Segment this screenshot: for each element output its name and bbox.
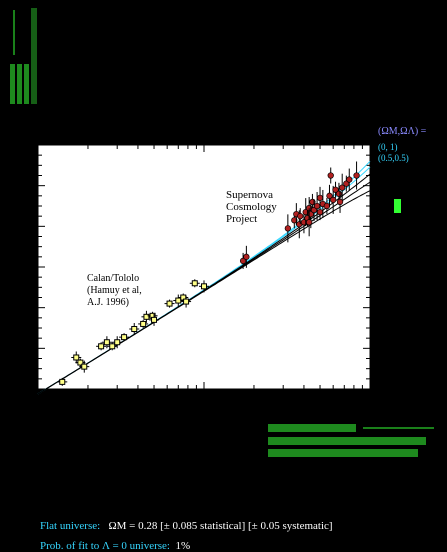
annotation-scp-1: Supernova: [226, 189, 273, 201]
probability-result: Prob. of fit to Λ = 0 universe: 1%: [40, 540, 190, 552]
calan-point: [109, 343, 116, 350]
probability-value: 1%: [175, 540, 191, 552]
scp-point: [313, 202, 321, 210]
scp-point: [306, 219, 313, 226]
y-tick-label: 26: [21, 140, 33, 152]
calan-point: [175, 297, 182, 304]
calan-point: [81, 363, 88, 370]
lambda-zero-label: Λ = 0: [422, 197, 433, 220]
lambda-zero-marker: [394, 199, 401, 213]
scp-point: [346, 176, 353, 183]
axis-ticks: 0.02 0.05 0.1 0.2 0.5 1.0 14 16 18 20 22 24 26: [21, 140, 376, 408]
model-label: (0, 0): [424, 164, 444, 174]
annotation-scp-3: Project: [226, 213, 257, 225]
calan-point: [151, 316, 158, 323]
calan-point: [114, 339, 121, 346]
y-tick-label: 20: [21, 262, 33, 274]
annotation-calan-3: A.J. 1996): [87, 297, 129, 308]
models-header: (ΩM,ΩΛ) =: [378, 126, 427, 137]
scp-point: [297, 213, 304, 220]
y-tick-label: 22: [21, 221, 32, 233]
calan-point: [121, 334, 128, 341]
x-tick-label: 0.2: [248, 397, 261, 408]
scp-point: [353, 172, 360, 179]
calan-point: [98, 343, 105, 350]
annotation-scp-2: Cosmology: [226, 201, 277, 213]
scp-point: [335, 190, 343, 197]
x-axis-label: redshift z: [170, 420, 215, 434]
scp-point: [336, 198, 344, 206]
scp-point: [339, 184, 346, 191]
x-tick-label: 0.02: [79, 397, 97, 408]
calan-point: [131, 326, 138, 333]
fit-value: ΩM = 0.28 [± 0.085 statistical] [± 0.05 …: [108, 520, 333, 532]
y-tick-label: 18: [21, 303, 33, 315]
decorative-strips: [10, 8, 37, 104]
scp-point: [327, 172, 334, 179]
fit-label: Flat universe:: [40, 520, 101, 532]
scp-point: [332, 186, 339, 193]
y-tick-label: 24: [21, 181, 33, 193]
calan-point: [140, 320, 147, 327]
calan-point: [166, 300, 173, 307]
plot-area: [37, 144, 371, 390]
x-tick-label: 0.1: [198, 397, 211, 408]
scp-point: [243, 253, 250, 260]
scp-point: [323, 202, 331, 210]
calan-point: [191, 280, 198, 287]
scp-point: [330, 196, 337, 204]
annotation-calan-2: (Hamuy et al,: [87, 285, 142, 296]
scp-point: [316, 208, 324, 216]
calan-point: [103, 339, 110, 346]
chart-title: Perlmutter, et al. (1998): [38, 120, 159, 134]
scp-point: [326, 192, 333, 199]
calan-point: [73, 354, 80, 361]
probability-label: Prob. of fit to Λ = 0 universe:: [40, 540, 170, 552]
calan-point: [201, 283, 207, 290]
x-tick-label: 1.0: [364, 397, 377, 408]
scp-point: [316, 194, 324, 202]
calan-point: [183, 298, 190, 305]
x-tick-label: 0.05: [145, 397, 163, 408]
scp-point: [284, 225, 292, 232]
model-label: (1, 0): [424, 176, 444, 186]
y-axis-label: effective m_B: [0, 242, 14, 310]
data-points: [57, 161, 360, 386]
x-tick-label: 0.5: [314, 397, 327, 408]
model-label: (0.5,0.5): [378, 153, 409, 163]
model-label: (2, 0): [424, 188, 444, 198]
green-annotation: [268, 424, 434, 457]
calan-point: [77, 359, 84, 366]
calan-point: [59, 378, 66, 385]
y-tick-label: 16: [21, 343, 33, 355]
models-legend: (0, 1)(0.5,0.5) (0, 0) (1, 0) (2, 0): [378, 142, 444, 198]
annotation-calan-1: Calan/Tololo: [87, 273, 139, 284]
calan-point: [143, 313, 150, 320]
model-label: (0, 1): [378, 142, 398, 152]
y-tick-label: 14: [21, 384, 33, 396]
scp-point: [291, 217, 298, 224]
fit-result: Flat universe: ΩM = 0.28 [± 0.085 statis…: [40, 520, 333, 532]
